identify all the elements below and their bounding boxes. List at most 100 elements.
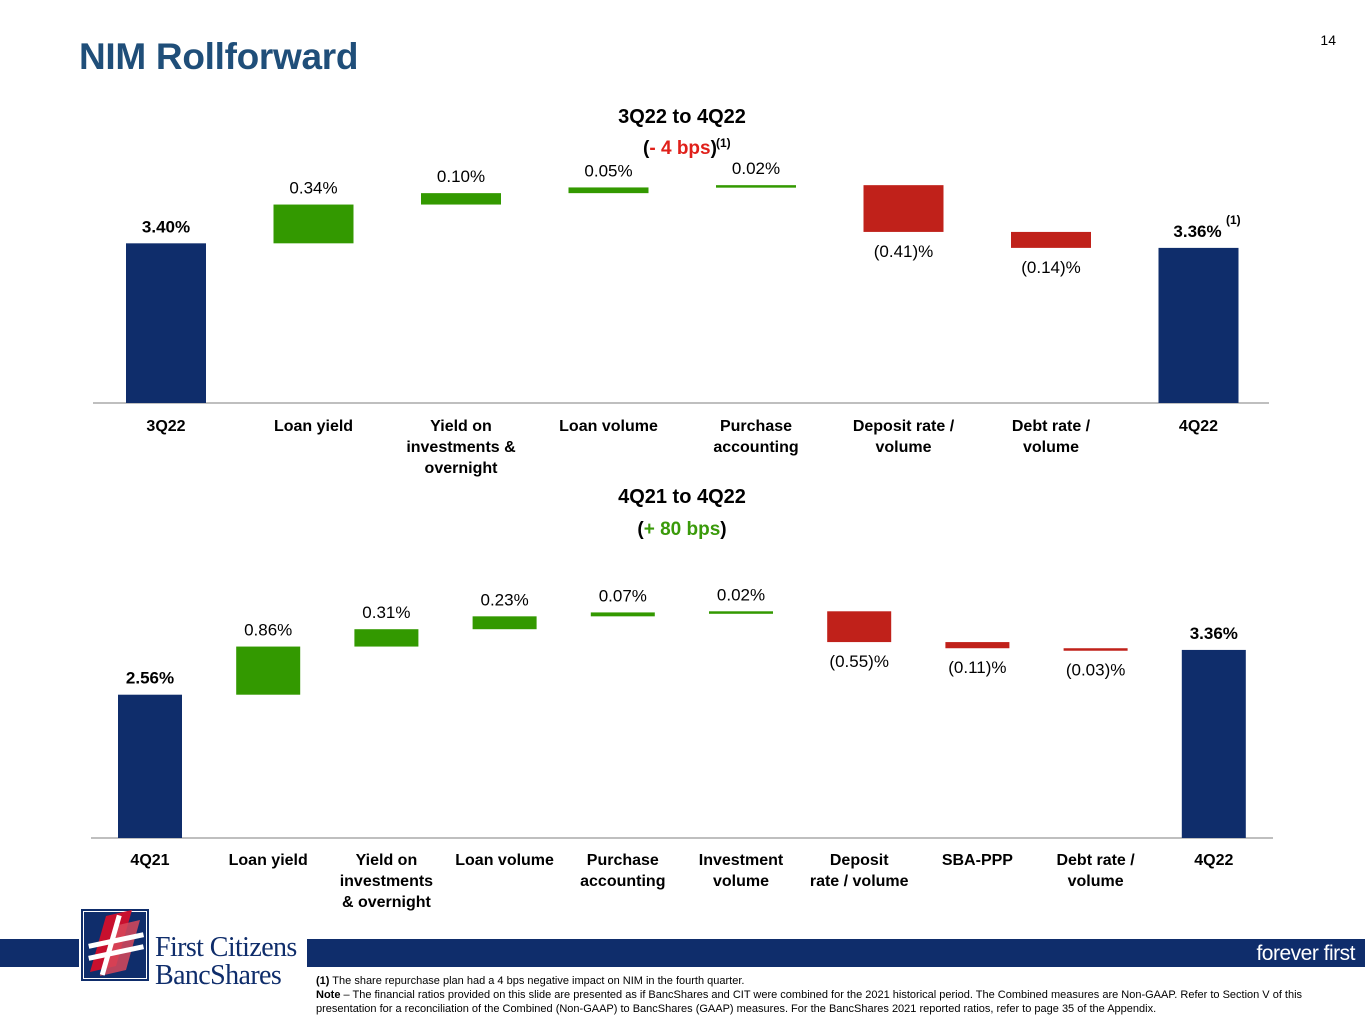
chart1-subtitle-close: ) [711,138,717,159]
category-label: Loan yield [229,852,308,869]
footer-band [307,939,1365,967]
bar-loan-volume [472,616,537,630]
slide-title: NIM Rollforward [79,36,359,77]
footnote-1-marker: (1) [316,975,330,987]
brand-line-2: BancShares [155,960,282,991]
category-label: Debt rate / volume [1056,852,1135,890]
value-label: 3.36% [1173,222,1221,241]
category-label: Purchase accounting [713,418,798,456]
bar-4q22 [1181,649,1246,838]
value-label: 2.56% [126,669,174,688]
value-label: 0.31% [362,603,410,622]
category-label-line: Investment [699,852,784,869]
category-label-line: Loan volume [559,418,658,435]
category-label: 4Q22 [1194,852,1233,869]
chart1-subtitle-note: (1) [716,136,731,150]
chart2-value-labels: 2.56% 0.86% 0.31% 0.23% 0.07% 0.02% (0.55)% (0.… [126,585,1238,687]
brand-name: First Citizens BancShares [155,934,297,990]
category-label: Yield on investments & overnight [340,852,433,911]
category-label-line: Loan yield [274,418,353,435]
chart2-subtitle-value: + 80 bps [644,519,721,540]
bar-debt-rate-volume [1011,231,1091,248]
category-label-line: Deposit [830,852,889,869]
bar-loan-volume [568,187,649,194]
category-label: Deposit rate / volume [810,852,909,890]
bar-yield-on-investments-overnight [354,629,419,647]
value-label: 0.34% [289,179,337,198]
category-label-line: 4Q21 [130,852,169,869]
category-label-line: & overnight [342,894,432,911]
category-label-line: 3Q22 [146,418,185,435]
value-label: 3.40% [142,217,190,236]
category-label-line: investments & [406,439,516,456]
value-label: 3.36% [1190,624,1238,643]
chart2-subtitle: (+ 80 bps) [637,519,726,540]
value-label: 0.86% [244,621,292,640]
chart1-title: 3Q22 to 4Q22 [618,106,746,128]
chart2-subtitle-open: ( [637,519,644,540]
tagline: forever first [1256,942,1355,965]
category-label: Purchase accounting [580,852,665,890]
chart1-subtitle: (- 4 bps) [643,138,717,159]
category-label: Deposit rate / volume [853,418,955,456]
chart2-bars [118,611,1246,838]
category-label-line: volume [1023,439,1079,456]
category-label-line: Loan volume [455,852,554,869]
value-label: (0.03)% [1066,661,1126,680]
category-label: SBA-PPP [942,852,1013,869]
footnote-note-text: – The financial ratios provided on this … [316,989,1303,1015]
value-label: (0.41)% [874,242,934,261]
chart1-bars [126,185,1239,403]
chart2-subtitle-close: ) [720,519,726,540]
category-label-line: 4Q22 [1194,852,1233,869]
chart1-subtitle-value: - 4 bps [649,138,710,159]
footnotes: (1) The share repurchase plan had a 4 bp… [316,974,1356,1016]
brand-line-1: First Citizens [155,932,297,963]
category-label: Loan volume [455,852,554,869]
category-label-line: volume [1068,873,1124,890]
category-label-line: volume [875,439,931,456]
category-label-line: Debt rate / [1056,852,1135,869]
bar-3q22 [126,243,206,403]
bar-yield-on-investments-overnight [421,193,501,205]
bar-purchase-accounting [716,185,796,188]
chart1-final-note: (1) [1226,213,1241,227]
category-label-line: Purchase [720,418,792,435]
first-citizens-flag-logo-icon [81,909,149,981]
chart1-value-labels: 3.40% 0.34% 0.10% 0.05% 0.02% (0.41)% (0.14)% 3… [142,159,1222,277]
category-label-line: SBA-PPP [942,852,1013,869]
value-label: (0.11)% [948,658,1006,677]
category-label-line: Loan yield [229,852,308,869]
bar-4q21 [118,694,182,838]
value-label: 0.10% [437,167,485,186]
chart1-category-labels: 3Q22 Loan yield Yield on investments & overn… [146,418,1218,477]
footer-band-left [0,939,79,967]
bar-deposit-rate-volume [827,611,892,643]
category-label: 4Q22 [1179,418,1218,435]
category-label-line: Deposit rate / [853,418,955,435]
waterfall-chart-3q22-4q22: 3Q22 to 4Q22 (- 4 bps) (1) 3.40% 0.34% 0.1… [93,106,1269,477]
footnote-note-marker: Note [316,989,341,1001]
category-label: Loan volume [559,418,658,435]
category-label-line: Purchase [587,852,659,869]
category-label-line: overnight [425,460,499,477]
footnote-1-text: The share repurchase plan had a 4 bps ne… [329,975,745,987]
category-label: Yield on investments & overnight [406,418,516,477]
chart2-category-labels: 4Q21 Loan yield Yield on investments & overn… [130,852,1233,911]
value-label: 0.05% [584,161,632,180]
value-label: 0.02% [732,159,780,178]
category-label-line: investments [340,873,433,890]
bar-deposit-rate-volume [863,185,944,232]
bar-4q22 [1158,247,1239,403]
value-label: (0.55)% [829,652,889,671]
footnote-note: Note – The financial ratios provided on … [316,988,1356,1016]
category-label-line: Yield on [356,852,418,869]
category-label-line: 4Q22 [1179,418,1218,435]
value-label: (0.14)% [1021,258,1081,277]
category-label-line: volume [713,873,769,890]
category-label: Loan yield [274,418,353,435]
chart2-title: 4Q21 to 4Q22 [618,486,746,508]
bar-purchase-accounting [590,612,655,617]
bar-sba-ppp [945,642,1010,649]
chart1-subtitle-open: ( [643,138,650,159]
